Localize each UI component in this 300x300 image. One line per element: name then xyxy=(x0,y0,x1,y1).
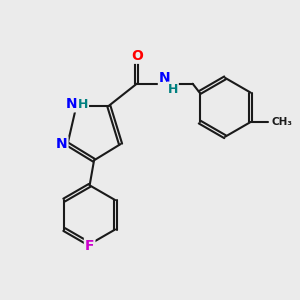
Text: N: N xyxy=(159,71,170,85)
Text: H: H xyxy=(167,82,178,95)
Text: N: N xyxy=(65,98,77,111)
Text: N: N xyxy=(56,137,68,151)
Text: H: H xyxy=(78,98,88,111)
Text: F: F xyxy=(85,239,94,253)
Text: CH₃: CH₃ xyxy=(271,117,292,127)
Text: O: O xyxy=(131,49,143,63)
